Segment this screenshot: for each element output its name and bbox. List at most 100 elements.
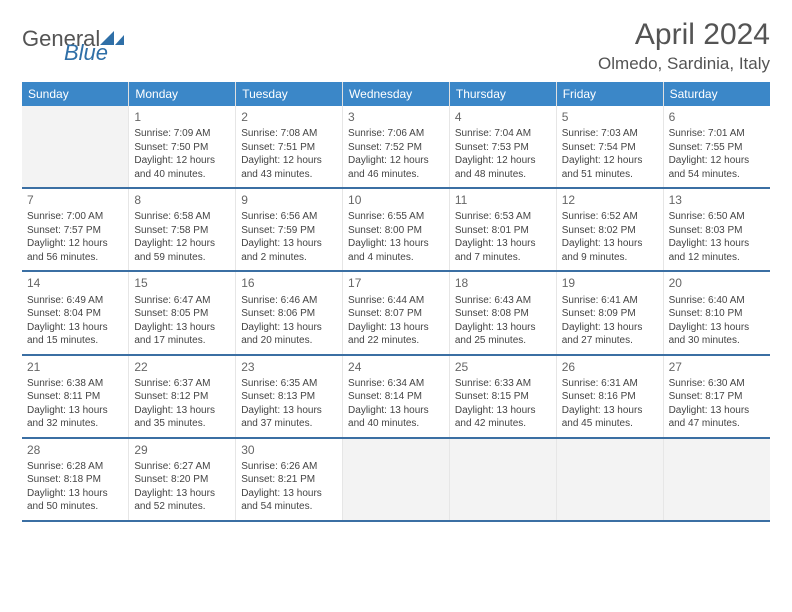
sunset-line: Sunset: 8:07 PM [348,307,444,321]
day-cell: 8Sunrise: 6:58 AMSunset: 7:58 PMDaylight… [129,188,236,271]
day-cell: 19Sunrise: 6:41 AMSunset: 8:09 PMDayligh… [556,271,663,354]
day-header-tuesday: Tuesday [236,82,343,106]
sunrise-line: Sunrise: 6:30 AM [669,377,765,391]
day-cell [343,438,450,521]
day-cell: 15Sunrise: 6:47 AMSunset: 8:05 PMDayligh… [129,271,236,354]
day-cell: 16Sunrise: 6:46 AMSunset: 8:06 PMDayligh… [236,271,343,354]
day-number: 22 [134,359,230,375]
title-block: April 2024 Olmedo, Sardinia, Italy [598,18,770,74]
sunrise-line: Sunrise: 6:27 AM [134,460,230,474]
sunrise-line: Sunrise: 6:52 AM [562,210,658,224]
daylight-line: Daylight: 13 hours and 37 minutes. [241,404,337,431]
sunset-line: Sunset: 7:52 PM [348,141,444,155]
sunrise-line: Sunrise: 7:03 AM [562,127,658,141]
day-cell [22,106,129,188]
calendar-table: SundayMondayTuesdayWednesdayThursdayFrid… [22,82,770,522]
day-number: 3 [348,109,444,125]
day-cell: 2 Sunrise: 7:08 AMSunset: 7:51 PMDaylight… [236,106,343,188]
day-number: 23 [241,359,337,375]
day-header-monday: Monday [129,82,236,106]
sunrise-line: Sunrise: 7:09 AM [134,127,230,141]
sunrise-line: Sunrise: 7:06 AM [348,127,444,141]
daylight-line: Daylight: 13 hours and 7 minutes. [455,237,551,264]
daylight-line: Daylight: 13 hours and 22 minutes. [348,321,444,348]
day-cell: 1Sunrise: 7:09 AMSunset: 7:50 PMDaylight… [129,106,236,188]
sunset-line: Sunset: 7:53 PM [455,141,551,155]
daylight-line: Daylight: 13 hours and 52 minutes. [134,487,230,514]
sunrise-line: Sunrise: 6:33 AM [455,377,551,391]
day-cell: 14Sunrise: 6:49 AMSunset: 8:04 PMDayligh… [22,271,129,354]
day-cell: 4Sunrise: 7:04 AMSunset: 7:53 PMDaylight… [449,106,556,188]
day-cell: 25 Sunrise: 6:33 AMSunset: 8:15 PMDayligh… [449,355,556,438]
daylight-line: Daylight: 13 hours and 9 minutes. [562,237,658,264]
daylight-line: Daylight: 12 hours and 59 minutes. [134,237,230,264]
sunrise-line: Sunrise: 7:08 AM [241,127,337,141]
day-cell: 11Sunrise: 6:53 AMSunset: 8:01 PMDayligh… [449,188,556,271]
day-header-wednesday: Wednesday [343,82,450,106]
daylight-line: Daylight: 12 hours and 43 minutes. [241,154,337,181]
day-cell: 5Sunrise: 7:03 AMSunset: 7:54 PMDaylight… [556,106,663,188]
week-row: 14Sunrise: 6:49 AMSunset: 8:04 PMDayligh… [22,271,770,354]
week-row: 1Sunrise: 7:09 AMSunset: 7:50 PMDaylight… [22,106,770,188]
day-cell: 3 Sunrise: 7:06 AMSunset: 7:52 PMDaylight… [343,106,450,188]
sunset-line: Sunset: 7:59 PM [241,224,337,238]
day-number: 29 [134,442,230,458]
day-number: 12 [562,192,658,208]
day-cell: 24Sunrise: 6:34 AMSunset: 8:14 PMDayligh… [343,355,450,438]
day-number: 13 [669,192,765,208]
daylight-line: Daylight: 13 hours and 47 minutes. [669,404,765,431]
sunset-line: Sunset: 8:10 PM [669,307,765,321]
sunset-line: Sunset: 8:15 PM [455,390,551,404]
sunset-line: Sunset: 8:04 PM [27,307,123,321]
day-number: 7 [27,192,123,208]
daylight-line: Daylight: 12 hours and 46 minutes. [348,154,444,181]
daylight-line: Daylight: 13 hours and 2 minutes. [241,237,337,264]
day-number: 4 [455,109,551,125]
sunset-line: Sunset: 8:01 PM [455,224,551,238]
sunrise-line: Sunrise: 6:55 AM [348,210,444,224]
day-cell: 17Sunrise: 6:44 AMSunset: 8:07 PMDayligh… [343,271,450,354]
sunset-line: Sunset: 8:00 PM [348,224,444,238]
daylight-line: Daylight: 13 hours and 40 minutes. [348,404,444,431]
daylight-line: Daylight: 13 hours and 42 minutes. [455,404,551,431]
day-cell: 29 Sunrise: 6:27 AMSunset: 8:20 PMDayligh… [129,438,236,521]
sunset-line: Sunset: 8:17 PM [669,390,765,404]
daylight-line: Daylight: 13 hours and 25 minutes. [455,321,551,348]
day-cell: 18Sunrise: 6:43 AMSunset: 8:08 PMDayligh… [449,271,556,354]
sunrise-line: Sunrise: 6:35 AM [241,377,337,391]
day-cell: 13Sunrise: 6:50 AMSunset: 8:03 PMDayligh… [663,188,770,271]
sunrise-line: Sunrise: 6:31 AM [562,377,658,391]
day-cell: 12 Sunrise: 6:52 AMSunset: 8:02 PMDayligh… [556,188,663,271]
day-header-sunday: Sunday [22,82,129,106]
sunset-line: Sunset: 8:20 PM [134,473,230,487]
sunset-line: Sunset: 8:02 PM [562,224,658,238]
sunrise-line: Sunrise: 6:47 AM [134,294,230,308]
month-title: April 2024 [598,18,770,52]
daylight-line: Daylight: 13 hours and 17 minutes. [134,321,230,348]
day-number: 10 [348,192,444,208]
location: Olmedo, Sardinia, Italy [598,54,770,74]
day-number: 2 [241,109,337,125]
day-number: 25 [455,359,551,375]
week-row: 7Sunrise: 7:00 AMSunset: 7:57 PMDaylight… [22,188,770,271]
daylight-line: Daylight: 12 hours and 40 minutes. [134,154,230,181]
sunset-line: Sunset: 8:06 PM [241,307,337,321]
daylight-line: Daylight: 12 hours and 54 minutes. [669,154,765,181]
day-number: 1 [134,109,230,125]
sunrise-line: Sunrise: 6:34 AM [348,377,444,391]
sunrise-line: Sunrise: 7:01 AM [669,127,765,141]
day-number: 27 [669,359,765,375]
daylight-line: Daylight: 13 hours and 30 minutes. [669,321,765,348]
sunset-line: Sunset: 7:58 PM [134,224,230,238]
day-number: 11 [455,192,551,208]
day-cell: 20Sunrise: 6:40 AMSunset: 8:10 PMDayligh… [663,271,770,354]
sunrise-line: Sunrise: 6:44 AM [348,294,444,308]
day-header-thursday: Thursday [449,82,556,106]
sunset-line: Sunset: 7:51 PM [241,141,337,155]
day-header-row: SundayMondayTuesdayWednesdayThursdayFrid… [22,82,770,106]
daylight-line: Daylight: 13 hours and 12 minutes. [669,237,765,264]
daylight-line: Daylight: 13 hours and 32 minutes. [27,404,123,431]
day-number: 30 [241,442,337,458]
day-cell [556,438,663,521]
day-number: 15 [134,275,230,291]
